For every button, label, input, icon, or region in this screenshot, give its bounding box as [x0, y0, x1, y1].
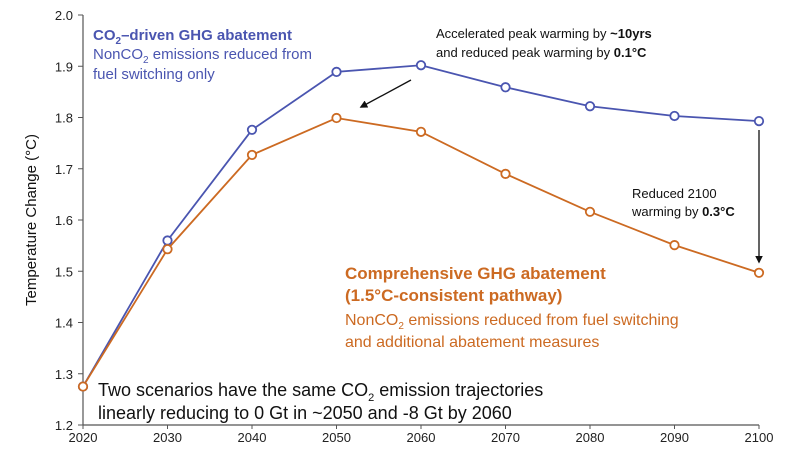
- y-tick-label: 1.4: [55, 316, 73, 331]
- data-point-0: [162, 235, 173, 246]
- data-point-1: [753, 267, 765, 278]
- y-tick-label: 2.0: [55, 8, 73, 23]
- annotation-peak-2: and reduced peak warming by 0.1°C: [436, 45, 647, 60]
- y-tick-label: 1.5: [55, 264, 73, 279]
- legend-blue-title: CO2–driven GHG abatement: [93, 27, 292, 47]
- data-point-1: [331, 112, 342, 124]
- data-point-0: [331, 66, 342, 77]
- data-point-0: [753, 115, 765, 127]
- data-point-1: [500, 168, 511, 179]
- data-point-1: [584, 206, 596, 217]
- y-tick-label: 1.6: [55, 213, 73, 228]
- y-tick-label: 1.3: [55, 367, 73, 382]
- x-tick-label: 2030: [153, 430, 182, 445]
- x-tick-label: 2040: [238, 430, 267, 445]
- legend-blue-desc-2: fuel switching only: [93, 66, 215, 83]
- data-point-1: [246, 149, 258, 161]
- x-tick-label: 2060: [407, 430, 436, 445]
- legend-orange-title-2: (1.5°C-consistent pathway): [345, 286, 562, 305]
- y-axis-label: Temperature Change (°C): [23, 134, 40, 306]
- data-point-1: [77, 381, 89, 392]
- data-point-0: [584, 101, 596, 112]
- y-tick-label: 1.8: [55, 111, 73, 126]
- note-line-1: Two scenarios have the same CO2 emission…: [98, 380, 543, 404]
- data-point-1: [162, 244, 173, 255]
- data-point-0: [246, 124, 258, 135]
- note-line-2: linearly reducing to 0 Gt in ~2050 and -…: [98, 403, 512, 423]
- x-tick-label: 2090: [660, 430, 689, 445]
- legend-blue-desc-1: NonCO2 emissions reduced from: [93, 46, 312, 66]
- x-tick-label: 2080: [576, 430, 605, 445]
- x-tick-label: 2050: [322, 430, 351, 445]
- y-tick-label: 1.2: [55, 418, 73, 433]
- y-tick-label: 1.9: [55, 59, 73, 74]
- annotation-peak-1: Accelerated peak warming by ~10yrs: [436, 26, 652, 41]
- peak-arrow: [359, 79, 412, 108]
- x-tick-label: 2020: [69, 430, 98, 445]
- legend-orange-desc-2: and additional abatement measures: [345, 334, 599, 351]
- data-point-0: [500, 82, 511, 93]
- x-tick-label: 2100: [745, 430, 774, 445]
- data-point-1: [669, 240, 680, 251]
- data-point-1: [415, 126, 427, 137]
- data-point-0: [415, 60, 427, 71]
- y-tick-label: 1.7: [55, 162, 73, 177]
- data-point-0: [669, 110, 680, 122]
- annotation-end-2: warming by 0.3°C: [631, 204, 735, 219]
- annotation-end-1: Reduced 2100: [632, 186, 717, 201]
- x-tick-label: 2070: [491, 430, 520, 445]
- legend-orange-desc-1: NonCO2 emissions reduced from fuel switc…: [345, 312, 679, 332]
- legend-orange-title-1: Comprehensive GHG abatement: [345, 264, 606, 283]
